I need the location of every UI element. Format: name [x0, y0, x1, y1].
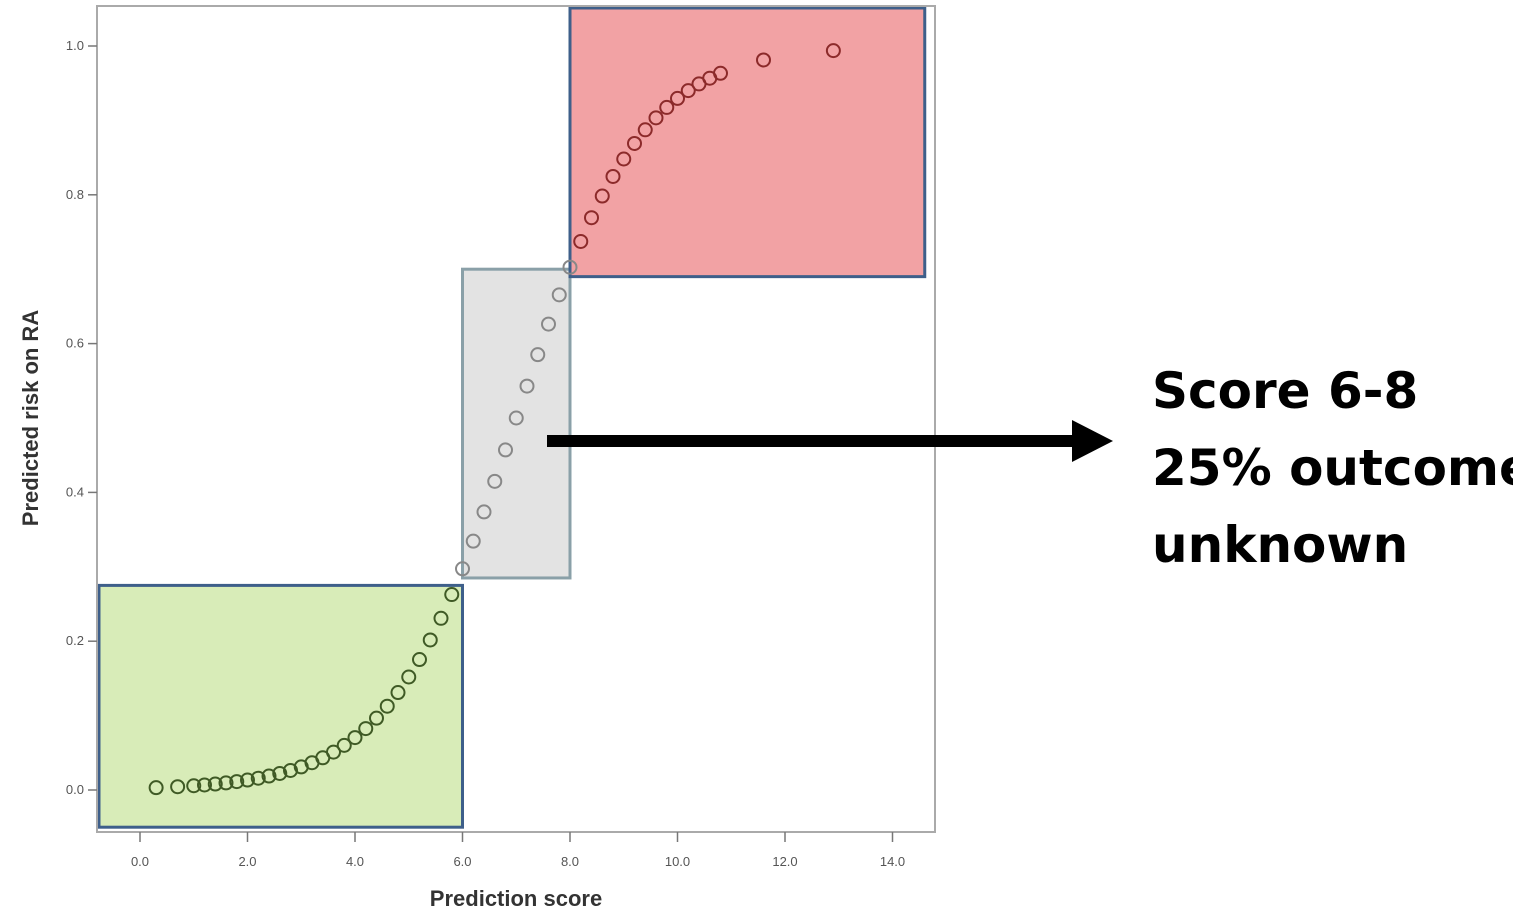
data-point: [401, 669, 417, 685]
data-point: [659, 99, 675, 115]
data-point: [519, 378, 535, 394]
data-point: [637, 122, 653, 138]
data-point: [541, 316, 556, 332]
x-tick-label: 0.0: [131, 854, 149, 869]
y-tick-label: 0.8: [66, 187, 84, 202]
data-point: [240, 772, 255, 788]
data-point: [455, 561, 470, 577]
data-point: [487, 473, 503, 489]
x-tick-label: 12.0: [772, 854, 797, 869]
data-point: [148, 780, 164, 796]
data-point: [573, 233, 589, 249]
data-point: [562, 259, 578, 275]
data-point: [218, 775, 234, 791]
annotation-line-2: 25% outcome: [1152, 439, 1513, 497]
data-point: [272, 765, 288, 781]
data-point: [326, 744, 341, 760]
x-tick-label: 2.0: [238, 854, 256, 869]
data-point: [229, 774, 245, 790]
data-point: [670, 90, 685, 106]
plot-frame: [96, 5, 936, 833]
data-point: [756, 52, 771, 68]
annotation-line-1: Score 6-8: [1152, 362, 1418, 420]
x-tick-label: 6.0: [453, 854, 471, 869]
y-axis: 0.0 0.2 0.4 0.6 0.8 1.0: [66, 38, 97, 797]
risk-regions: [97, 6, 927, 829]
data-point: [476, 504, 492, 520]
data-point: [379, 698, 395, 714]
data-point: [261, 768, 277, 784]
data-point: [170, 779, 186, 795]
data-point: [369, 710, 384, 726]
data-point: [627, 135, 642, 151]
x-tick-label: 4.0: [346, 854, 364, 869]
y-tick-label: 0.4: [66, 484, 84, 499]
y-tick-label: 0.0: [66, 782, 84, 797]
data-point: [551, 287, 567, 303]
y-tick-label: 0.6: [66, 336, 84, 351]
data-point: [197, 777, 212, 793]
data-point: [508, 410, 524, 426]
y-axis-title: Predicted risk on RA: [18, 310, 43, 527]
data-point: [680, 83, 696, 99]
data-point: [433, 610, 449, 626]
y-tick-label: 1.0: [66, 38, 84, 53]
data-point: [347, 730, 363, 746]
data-point: [250, 770, 266, 786]
x-tick-label: 8.0: [561, 854, 579, 869]
annotation-arrow-head: [1072, 420, 1113, 462]
data-point: [412, 652, 427, 668]
data-point: [594, 188, 610, 204]
data-point: [465, 533, 481, 549]
region-low-risk: [97, 583, 464, 829]
data-point: [336, 737, 352, 753]
data-point: [530, 347, 546, 363]
data-point: [390, 685, 406, 701]
data-point: [825, 43, 841, 59]
data-point: [186, 778, 202, 794]
data-point: [616, 151, 632, 167]
y-tick-label: 0.2: [66, 633, 84, 648]
data-point: [584, 210, 599, 226]
data-point: [605, 168, 621, 184]
annotation-line-3: unknown: [1152, 516, 1408, 574]
data-point: [207, 776, 223, 792]
region-high-risk: [568, 6, 927, 279]
data-point: [648, 110, 664, 126]
x-axis: 0.0 2.0 4.0 6.0 8.0 10.0 12.0 14.0: [131, 832, 905, 869]
x-tick-label: 14.0: [880, 854, 905, 869]
x-axis-title: Prediction score: [430, 886, 602, 908]
data-point: [444, 587, 460, 603]
data-point: [422, 632, 438, 648]
data-point: [498, 442, 513, 458]
x-tick-label: 10.0: [665, 854, 690, 869]
data-points: [148, 43, 841, 796]
data-point: [358, 721, 374, 737]
data-point: [713, 65, 728, 81]
